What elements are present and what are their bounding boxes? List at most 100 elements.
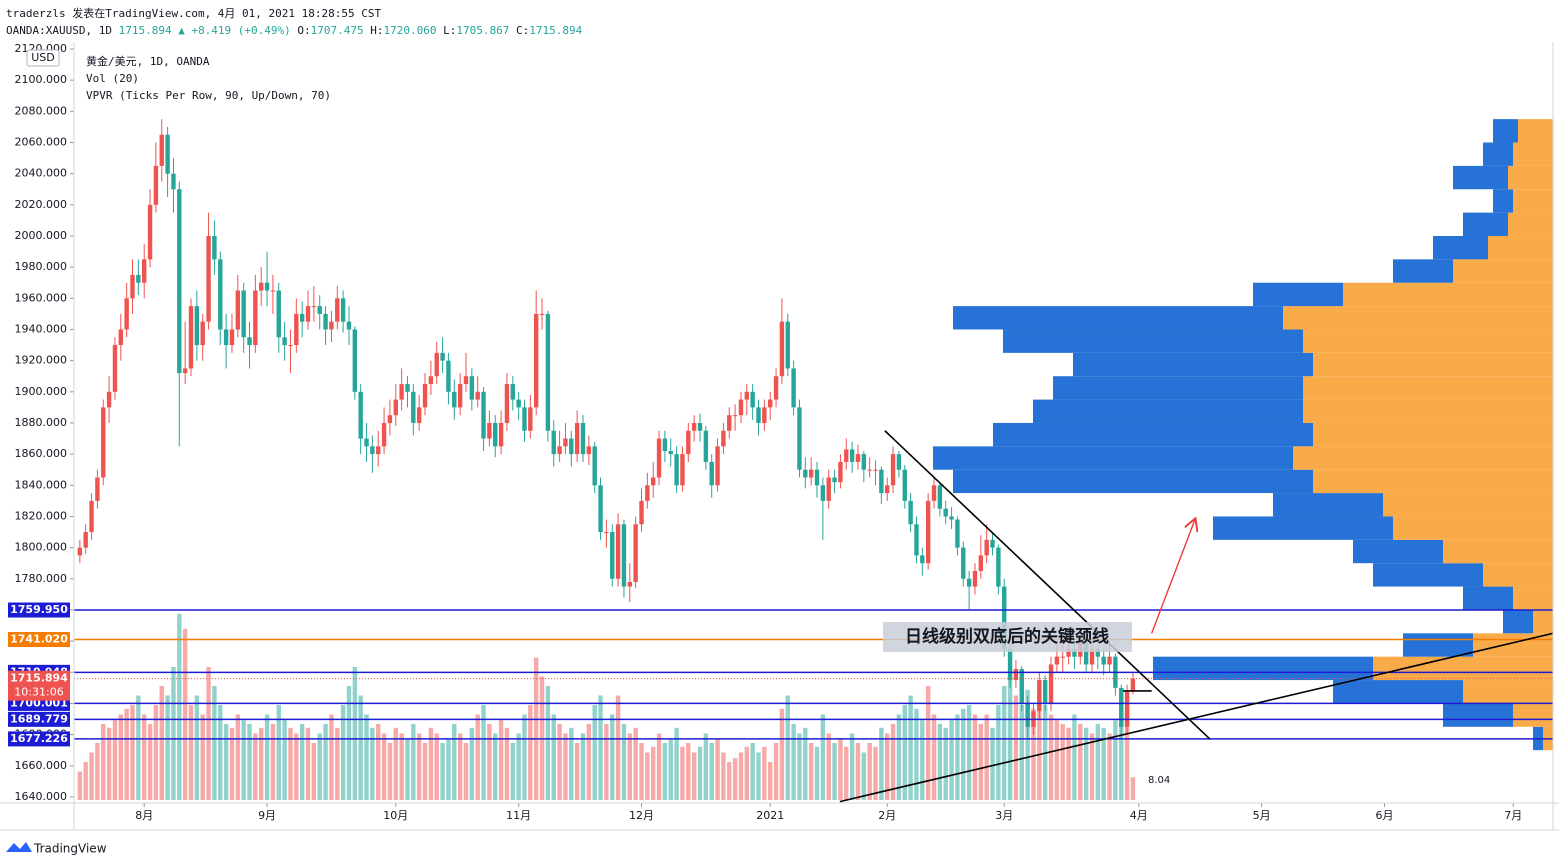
- volume-bar: [288, 727, 293, 800]
- candle-body: [1072, 648, 1077, 657]
- vpvr-down: [1453, 165, 1508, 190]
- vpvr-up: [1313, 422, 1553, 447]
- volume-bar: [984, 714, 989, 800]
- volume-bar: [820, 714, 826, 800]
- arrow: [1151, 520, 1195, 634]
- volume-bar: [721, 752, 726, 800]
- volume-bar: [498, 720, 504, 800]
- level-label: 1677.226: [10, 732, 68, 745]
- volume-bar: [457, 733, 463, 800]
- x-tick-label: 9月: [258, 809, 276, 822]
- candle-body: [136, 274, 141, 283]
- candle-body: [727, 415, 732, 431]
- volume-bar: [335, 727, 340, 800]
- x-tick-label: 12月: [629, 809, 654, 822]
- candle-body: [955, 519, 960, 548]
- volume-bar: [294, 733, 299, 800]
- volume-bar: [937, 724, 943, 800]
- candle-body: [645, 485, 650, 501]
- countdown: 10:31:06: [14, 686, 63, 699]
- header-title: traderzls 发表在TradingView.com, 4月 01, 202…: [6, 6, 382, 20]
- vpvr-up: [1313, 469, 1553, 494]
- volume-bar: [885, 733, 890, 800]
- candle-body: [1124, 691, 1130, 727]
- volume-bar: [171, 667, 176, 800]
- candle-body: [323, 313, 328, 330]
- volume-bar: [1060, 724, 1065, 800]
- volume-bar: [586, 724, 592, 800]
- volume-bar: [955, 714, 960, 800]
- volume-bar: [697, 746, 703, 800]
- volume-bar: [844, 746, 849, 800]
- volume-bar: [732, 758, 738, 800]
- volume-bar: [1031, 708, 1036, 800]
- candle-body: [89, 500, 94, 533]
- candle-body: [487, 422, 492, 439]
- x-tick-label: 11月: [506, 809, 531, 822]
- volume-bar: [610, 714, 615, 800]
- volume-bar: [908, 695, 913, 800]
- candle-body: [206, 235, 211, 322]
- legend-text: VPVR (Ticks Per Row, 90, Up/Down, 70): [86, 89, 331, 102]
- candle-body: [159, 134, 164, 166]
- volume-bar: [920, 720, 925, 800]
- volume-bar: [329, 714, 334, 800]
- candle-body: [820, 485, 826, 501]
- volume-bar: [978, 724, 984, 800]
- volume-bar: [452, 724, 457, 800]
- candle-body: [177, 189, 182, 374]
- x-tick-label: 2021: [756, 809, 784, 822]
- candle-body: [709, 461, 714, 486]
- candle-body: [849, 449, 855, 462]
- volume-bar: [522, 714, 527, 800]
- volume-bar: [849, 733, 855, 800]
- candle-body: [253, 290, 258, 346]
- vpvr-up: [1483, 563, 1553, 587]
- candle-body: [294, 313, 299, 346]
- candle-body: [756, 407, 761, 423]
- volume-bar: [89, 752, 94, 800]
- candle-body: [545, 313, 551, 431]
- candle-body: [1007, 648, 1013, 681]
- vpvr-down: [953, 306, 1283, 330]
- volume-bar: [428, 727, 434, 800]
- volume-bar: [797, 733, 802, 800]
- candle-body: [340, 298, 346, 322]
- symbol-segment: L:: [437, 24, 457, 37]
- vpvr-down: [1493, 189, 1513, 213]
- candle-body: [305, 306, 311, 322]
- volume-bar: [966, 705, 972, 800]
- vpvr-up: [1508, 212, 1553, 236]
- x-tick-label: 8月: [135, 809, 153, 822]
- candle-body: [949, 516, 954, 520]
- volume-bar: [604, 724, 609, 800]
- vpvr-up: [1303, 329, 1553, 353]
- vpvr-up: [1513, 142, 1553, 166]
- vpvr-up: [1443, 539, 1553, 564]
- vpvr-down: [1403, 633, 1473, 657]
- symbol-line: OANDA:XAUUSD, 1D 1715.894 ▲ +8.419 (+0.4…: [6, 24, 583, 37]
- volume-bar: [405, 739, 410, 800]
- brand: TradingView: [6, 842, 107, 856]
- volume-bar: [83, 762, 88, 800]
- badge: 8.04: [1148, 775, 1170, 786]
- volume-bar: [95, 743, 100, 800]
- volume-bar: [756, 752, 761, 800]
- candle-body: [1037, 680, 1042, 712]
- volume-bar: [235, 714, 241, 800]
- currency: USD: [31, 51, 55, 64]
- volume-bar: [762, 746, 767, 800]
- candle-body: [779, 321, 785, 377]
- candle-body: [715, 446, 720, 486]
- candle-body: [838, 461, 843, 483]
- volume-bar: [861, 752, 867, 800]
- volume-bar: [1113, 720, 1118, 800]
- candle-body: [686, 430, 691, 455]
- vpvr-up: [1303, 399, 1553, 423]
- volume-bar: [77, 771, 83, 800]
- volume-bar: [943, 727, 948, 800]
- volume-bar: [686, 743, 691, 800]
- volume-bar: [153, 705, 159, 800]
- candle-body: [171, 173, 176, 190]
- candle-body: [270, 290, 276, 292]
